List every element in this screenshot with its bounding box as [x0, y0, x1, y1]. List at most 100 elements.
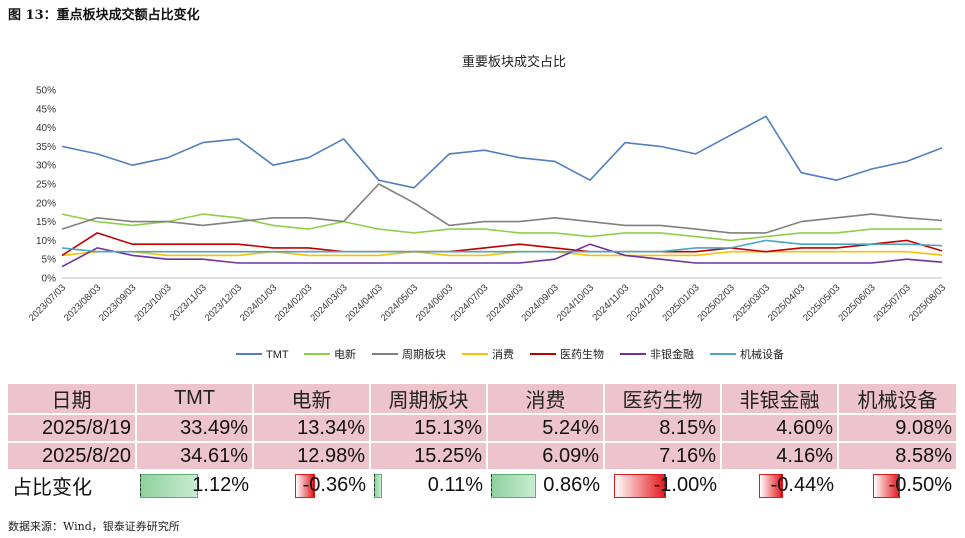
data-bar-axis — [781, 474, 782, 496]
change-value: -0.50% — [888, 474, 952, 496]
change-value: 1.12% — [192, 474, 249, 496]
table-cell-date: 2025/8/19 — [8, 414, 136, 442]
table-cell: 9.08% — [837, 414, 956, 442]
line-chart: 重要板块成交占比 0% 5% 10% 15% 20% 25% 30% 35% 40% 45% 50% 2… — [0, 40, 965, 380]
data-bar — [873, 474, 900, 498]
table-cell: 5.24% — [486, 414, 604, 442]
change-cell: 0.86% — [487, 470, 604, 500]
data-bar-axis — [898, 474, 899, 496]
x-tick-label: 2024/05/03 — [379, 282, 420, 323]
y-tick-label: 30% — [36, 161, 56, 172]
change-cell: 0.11% — [370, 470, 487, 500]
x-tick-label: 2024/09/03 — [520, 282, 561, 323]
table-cell: 4.60% — [720, 414, 838, 442]
table-cell: 15.13% — [369, 414, 487, 442]
x-tick-label: 2023/10/03 — [132, 282, 173, 323]
series-line — [61, 250, 943, 257]
x-tick-label: 2024/01/03 — [238, 282, 279, 323]
chart-title: 重要板块成交占比 — [462, 54, 566, 69]
data-bar-axis — [491, 474, 492, 496]
x-tick-label: 2023/12/03 — [203, 282, 244, 323]
legend-label: 机械设备 — [740, 347, 784, 361]
change-value: 0.11% — [427, 474, 483, 496]
legend-label: 消费 — [492, 347, 514, 361]
x-tick-label: 2025/05/03 — [801, 282, 842, 323]
data-bar-axis — [140, 474, 141, 496]
x-tick-label: 2024/10/03 — [555, 282, 596, 323]
legend-label: 医药生物 — [560, 347, 604, 361]
change-label: 占比变化 — [12, 477, 92, 499]
x-tick-label: 2024/08/03 — [484, 282, 525, 323]
table-cell: 34.61% — [135, 442, 253, 470]
x-tick-label: 2025/08/03 — [907, 282, 948, 323]
change-value: -0.36% — [302, 474, 366, 496]
x-tick-label: 2024/06/03 — [414, 282, 455, 323]
x-tick-label: 2024/02/03 — [273, 282, 314, 323]
table-cell: 6.09% — [486, 442, 604, 470]
change-cell: -0.36% — [253, 470, 370, 500]
x-tick-label: 2025/06/03 — [836, 282, 877, 323]
x-tick-label: 2023/08/03 — [62, 282, 103, 323]
x-tick-label: 2025/02/03 — [696, 282, 737, 323]
table-cell: 7.16% — [603, 442, 721, 470]
change-cell: -0.44% — [721, 470, 838, 500]
chart-svg: 重要板块成交占比 0% 5% 10% 15% 20% 25% 30% 35% 40% 45% 50% 2… — [27, 54, 948, 361]
y-tick-label: 35% — [36, 142, 56, 153]
table-header-machinery: 机械设备 — [837, 384, 956, 414]
data-bar — [759, 474, 783, 498]
table-header-nonbank: 非银金融 — [720, 384, 838, 414]
table-cell: 15.25% — [369, 442, 487, 470]
figure-header: 图 13：重点板块成交额占比变化 — [8, 8, 200, 23]
y-tick-label: 5% — [42, 255, 57, 266]
y-tick-label: 20% — [36, 198, 56, 209]
legend-label: TMT — [266, 349, 289, 361]
y-tick-label: 10% — [36, 236, 56, 247]
x-tick-label: 2024/12/03 — [625, 282, 666, 323]
change-cell: -0.50% — [838, 470, 956, 500]
change-value: 0.86% — [543, 474, 600, 496]
share-table: 日期 TMT 电新 周期板块 消费 医药生物 非银金融 机械设备 2025/8/… — [8, 384, 956, 500]
series-line — [61, 239, 943, 253]
x-tick-label: 2025/01/03 — [660, 282, 701, 323]
legend-label: 电新 — [334, 347, 356, 361]
series-line — [61, 213, 942, 242]
table-cell: 13.34% — [252, 414, 370, 442]
change-value: -0.44% — [770, 474, 834, 496]
x-tick-label: 2024/04/03 — [344, 282, 385, 323]
y-tick-label: 40% — [36, 123, 56, 134]
table-cell: 12.98% — [252, 442, 370, 470]
table-header-cycle: 周期板块 — [369, 384, 487, 414]
series-line — [61, 243, 943, 268]
change-cell: 1.12% — [136, 470, 253, 500]
series-line — [61, 183, 943, 234]
legend-label: 周期板块 — [402, 347, 446, 361]
table-row: 2025/8/19 33.49% 13.34% 15.13% 5.24% 8.1… — [8, 414, 956, 442]
y-tick-label: 45% — [36, 104, 56, 115]
data-bar — [140, 474, 198, 498]
x-tick-label: 2023/07/03 — [27, 282, 68, 323]
y-tick-label: 0% — [42, 274, 57, 285]
x-tick-label: 2025/03/03 — [731, 282, 772, 323]
table-header-pharma: 医药生物 — [603, 384, 721, 414]
data-bar-axis — [313, 474, 314, 496]
x-tick-label: 2024/07/03 — [449, 282, 490, 323]
table-cell: 8.58% — [837, 442, 956, 470]
data-bar — [614, 474, 666, 498]
data-bar-axis — [374, 474, 375, 496]
data-bar — [491, 474, 536, 498]
table-header-tmt: TMT — [135, 384, 253, 414]
source-note: 数据来源：Wind，银泰证券研究所 — [8, 520, 180, 533]
x-tick-label: 2025/04/03 — [766, 282, 807, 323]
data-bar — [295, 474, 315, 498]
change-cell: -1.00% — [604, 470, 721, 500]
table-cell-date: 2025/8/20 — [8, 442, 136, 470]
table-header-dianxin: 电新 — [252, 384, 370, 414]
series-line — [61, 232, 943, 257]
change-row: 占比变化 1.12% -0.36% 0.11% 0.86% -1.00% -0.44% -0… — [8, 470, 956, 500]
y-tick-label: 50% — [36, 86, 56, 97]
legend-label: 非银金融 — [650, 347, 694, 361]
series-line — [61, 115, 943, 189]
table-cell: 8.15% — [603, 414, 721, 442]
table-header-row: 日期 TMT 电新 周期板块 消费 医药生物 非银金融 机械设备 — [8, 384, 956, 414]
x-tick-label: 2024/03/03 — [308, 282, 349, 323]
